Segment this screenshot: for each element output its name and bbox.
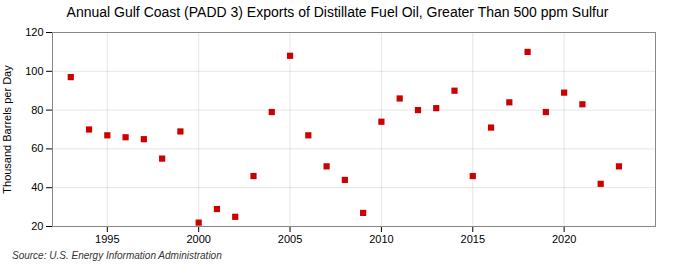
- svg-text:2005: 2005: [278, 233, 302, 245]
- svg-text:2020: 2020: [552, 233, 576, 245]
- svg-text:2000: 2000: [186, 233, 210, 245]
- svg-text:40: 40: [31, 181, 43, 193]
- svg-text:80: 80: [31, 104, 43, 116]
- html-text:Annual Gulf Coast (PADD 3) Exp: Annual Gulf Coast (PADD 3) Exports of Di…: [66, 4, 609, 20]
- html-text:Source: U.S. Energy Informatio: Source: U.S. Energy Information Administ…: [12, 250, 222, 261]
- svg-text:1995: 1995: [95, 233, 119, 245]
- svg-text:120: 120: [25, 26, 43, 38]
- svg-text:2010: 2010: [369, 233, 393, 245]
- svg-text:60: 60: [31, 142, 43, 154]
- svg-text:20: 20: [31, 220, 43, 232]
- svg-text:Thousand Barrels per Day: Thousand Barrels per Day: [1, 65, 13, 194]
- svg-text:2015: 2015: [461, 233, 485, 245]
- svg-text:100: 100: [25, 65, 43, 77]
